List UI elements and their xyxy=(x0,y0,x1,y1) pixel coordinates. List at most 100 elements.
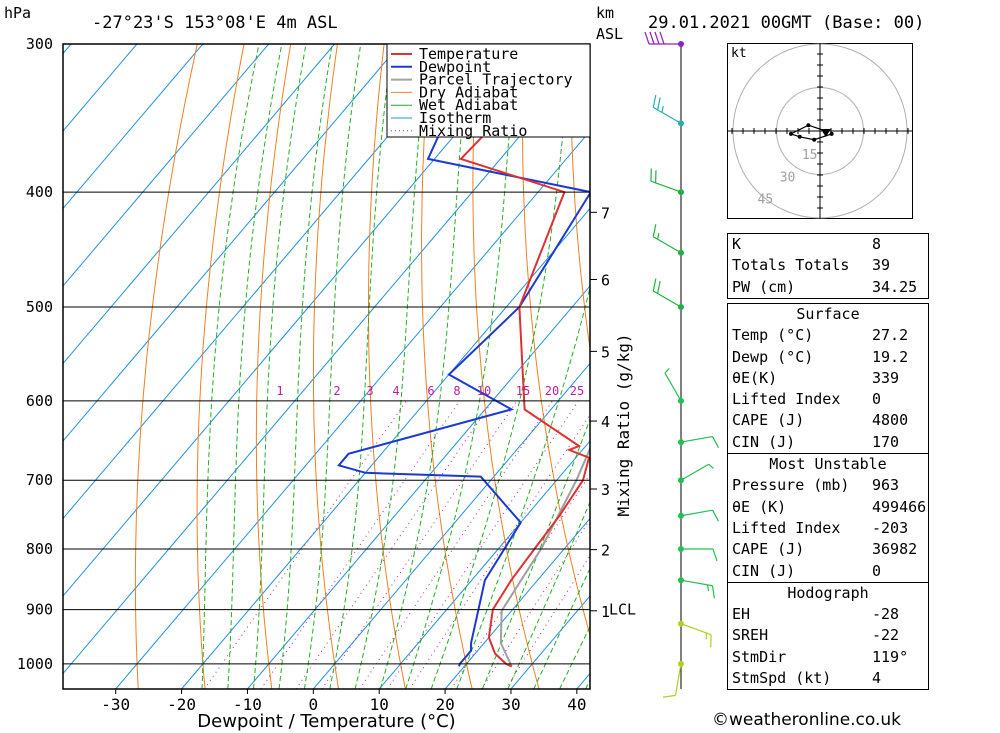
pressure-tick-label: 800 xyxy=(26,540,53,558)
mixing-ratio-label: 2 xyxy=(333,384,340,398)
pressure-tick-label: 500 xyxy=(26,298,53,316)
isotherm-line xyxy=(63,52,590,675)
isotherm-line xyxy=(0,44,5,689)
temperature-tick-label: -30 xyxy=(101,695,130,714)
plot-frame xyxy=(62,43,591,690)
isotherm-line xyxy=(444,517,590,689)
surface-row: CAPE (J) 4800 xyxy=(732,411,909,430)
km-tick-label: 6 xyxy=(601,272,610,290)
hodograph-ring-label: 30 xyxy=(780,170,796,185)
wind-barb-flag xyxy=(711,585,715,599)
wind-barb-flag xyxy=(659,31,665,45)
legend-entry: Temperature xyxy=(419,45,518,63)
mixing-ratio-label: 6 xyxy=(427,384,434,398)
wind-barb-staff xyxy=(680,509,713,517)
mixing-ratio-line xyxy=(386,400,579,689)
dry-adiabat xyxy=(944,44,1000,689)
dry-adiabat xyxy=(421,44,473,689)
index-row-pw: PW (cm) 34.25 xyxy=(732,277,918,296)
wet-adiabat xyxy=(533,567,590,689)
legend-entry: Wet Adiabat xyxy=(419,96,518,114)
dry-adiabat xyxy=(522,44,590,638)
wind-barb xyxy=(678,463,714,484)
wind-barb xyxy=(652,94,684,127)
wind-barb xyxy=(678,620,712,648)
km-tick-label: 5 xyxy=(601,343,610,361)
temperature-tick-label: -10 xyxy=(233,695,262,714)
surface-row: Lifted Index 0 xyxy=(732,390,882,409)
temperature-tick-label: 40 xyxy=(567,695,586,714)
storm-motion-marker xyxy=(820,129,831,137)
wind-barb-flag xyxy=(652,94,657,108)
mixing-ratio-label: 20 xyxy=(545,384,559,398)
series-parcel-trajectory xyxy=(499,446,590,667)
wet-adiabat xyxy=(456,285,590,689)
wind-barb-staff xyxy=(650,180,682,193)
wet-adiabat xyxy=(253,44,307,689)
wind-barb xyxy=(678,545,718,562)
hodograph-title: Hodograph xyxy=(728,581,928,604)
wind-barb-flag xyxy=(652,224,657,237)
dry-adiabat xyxy=(313,44,340,689)
pressure-tick-label: 700 xyxy=(26,471,53,489)
hodo-row: SREH -22 xyxy=(732,626,900,645)
mixing-ratio-label: 10 xyxy=(477,384,491,398)
mixing-ratio-label: 1 xyxy=(276,384,283,398)
wind-barb xyxy=(652,278,684,311)
mixing-ratio-line xyxy=(505,554,590,689)
wind-barb-staff xyxy=(652,236,682,254)
isotherm-line xyxy=(63,44,72,55)
pressure-tick-label: 1000 xyxy=(17,655,53,673)
wind-barb-staff xyxy=(680,579,713,587)
hodograph-trace xyxy=(789,124,832,141)
wind-barb-half-flag xyxy=(664,368,670,374)
surface-row: Dewp (°C) 19.2 xyxy=(732,347,909,366)
isotherm-line xyxy=(312,362,590,689)
legend-entry: Mixing Ratio xyxy=(419,122,527,140)
hodograph-ring-label: 45 xyxy=(758,192,774,207)
mixing-ratio-line xyxy=(481,518,590,689)
surface-row: CIN (J) 170 xyxy=(732,432,900,451)
x-axis-label: Dewpoint / Temperature (°C) xyxy=(197,711,455,732)
surface-panel: Surface Temp (°C) 27.2 Dewp (°C) 19.2 θE(K… xyxy=(727,303,929,691)
hodograph: kt 15 30 45 xyxy=(727,43,913,219)
pressure-tick-label: 900 xyxy=(26,601,53,619)
dry-adiabat xyxy=(196,44,245,689)
isotherm-line xyxy=(63,44,335,365)
wind-barb-flag xyxy=(649,31,655,45)
dry-adiabat xyxy=(255,44,292,689)
mixing-ratio-line xyxy=(409,413,590,689)
mixing-ratio-line xyxy=(203,400,407,689)
km-tick-label: 2 xyxy=(601,542,610,560)
wet-adiabat xyxy=(405,44,517,689)
dry-adiabat xyxy=(472,44,540,689)
wind-barb-half-flag xyxy=(661,106,664,113)
km-tick-label: 3 xyxy=(601,481,610,499)
surface-title: Surface xyxy=(796,305,860,323)
hodograph-point xyxy=(829,131,834,136)
plot-area xyxy=(0,44,1000,689)
wind-barb xyxy=(678,509,720,522)
mixing-ratio-line xyxy=(260,400,461,689)
wind-barb-staff xyxy=(680,623,712,636)
mu-row: CIN (J) 0 xyxy=(732,561,882,580)
temperature-tick-label: 10 xyxy=(370,695,389,714)
wind-barb-staff xyxy=(652,106,682,124)
wind-barb-staff xyxy=(680,435,713,443)
mu-row: θE (K) 499466 xyxy=(732,497,927,516)
wind-barb xyxy=(678,435,720,448)
wind-barb-flag xyxy=(662,694,676,698)
hodograph-ring-label: 15 xyxy=(802,148,818,163)
km-tick-label: 4 xyxy=(601,413,610,431)
wind-barb-staff xyxy=(680,463,710,481)
wind-barb xyxy=(662,660,684,698)
wind-barb-staff xyxy=(652,290,682,308)
mixing-ratio-label: 25 xyxy=(570,384,584,398)
wind-barb xyxy=(650,168,684,196)
location-title: -27°23'S 153°08'E 4m ASL xyxy=(92,13,338,33)
isotherm-line xyxy=(63,44,467,520)
hpa-label: hPa xyxy=(4,4,32,22)
